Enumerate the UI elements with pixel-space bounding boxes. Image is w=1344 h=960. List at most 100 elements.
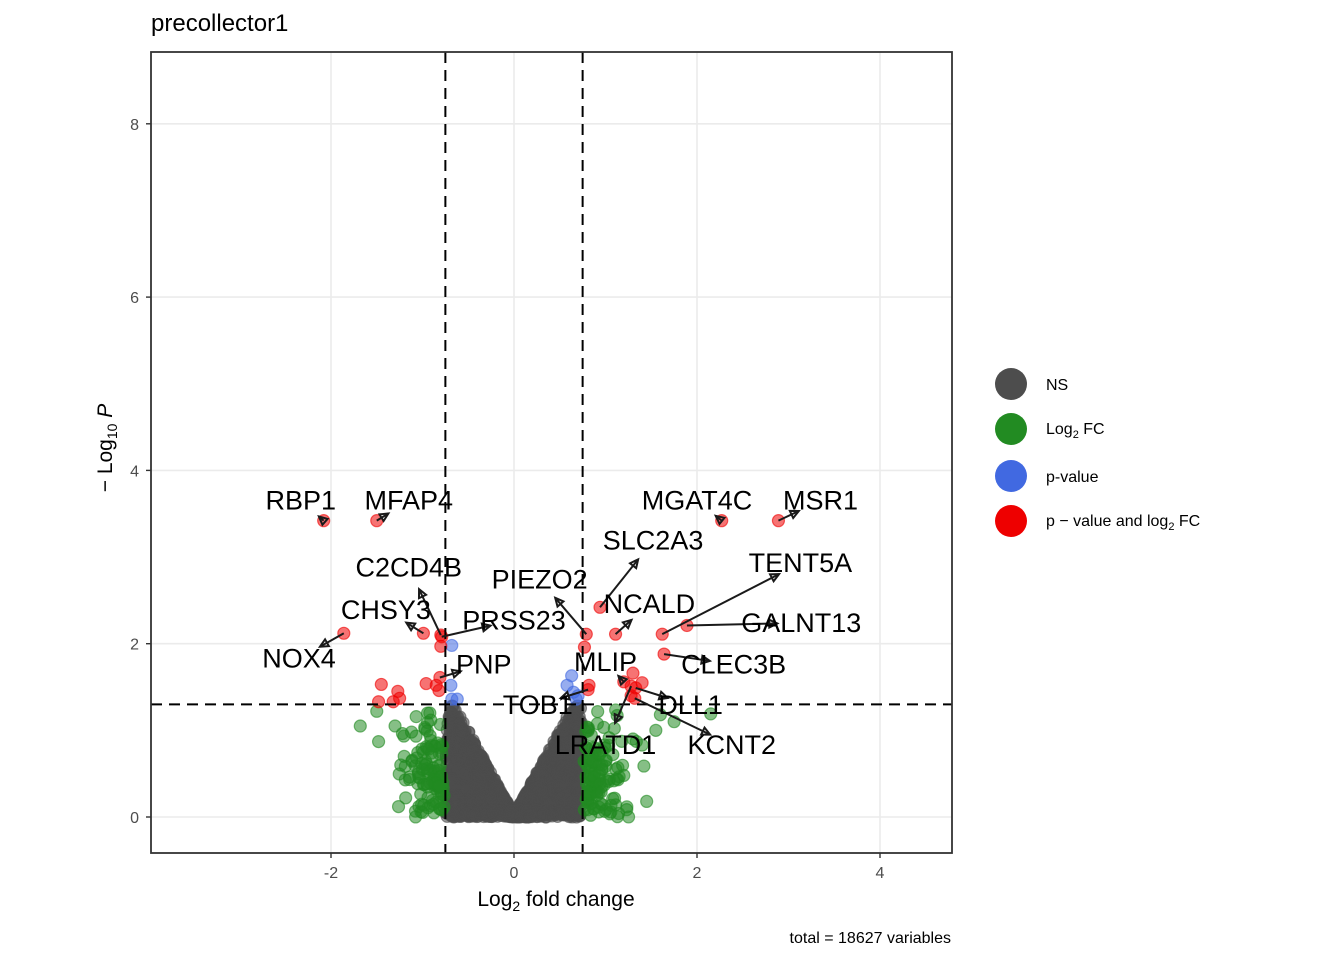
- label-connectors: [317, 509, 801, 736]
- x-axis-title-main: Log: [477, 888, 512, 911]
- y-axis-title-sub: 10: [104, 423, 120, 439]
- label-connector: [614, 619, 633, 635]
- x-axis-title-sub: 2: [512, 898, 520, 914]
- gene-label-tob1: TOB1: [503, 690, 573, 720]
- cutoff-lines: [151, 52, 952, 853]
- legend-label-ns: NS: [1046, 377, 1068, 394]
- arrowhead: [480, 622, 493, 634]
- point-log2fc: [353, 719, 367, 733]
- arrowhead: [768, 618, 780, 630]
- point-ns: [555, 808, 569, 822]
- point-log2fc: [399, 791, 413, 805]
- legend-label-log2fc-main: Log: [1046, 421, 1073, 438]
- point-ns: [497, 791, 511, 805]
- point-ns: [520, 804, 535, 818]
- point-log2fc: [391, 800, 406, 814]
- point-significant: [577, 640, 592, 654]
- plot-background: [151, 52, 952, 853]
- arrowhead: [699, 725, 713, 736]
- y-tick-label: 2: [130, 637, 139, 654]
- arrowhead: [657, 690, 670, 701]
- point-log2fc: [435, 739, 450, 753]
- point-ns: [444, 707, 458, 721]
- gene-label-slc2a3: SLC2A3: [603, 526, 704, 556]
- point-log2fc: [591, 704, 605, 719]
- point-log2fc: [626, 732, 640, 746]
- arrowhead: [768, 573, 782, 584]
- y-axis-title-italic: P: [94, 404, 117, 418]
- gene-label-ncald: NCALD: [604, 589, 696, 619]
- grid-lines: [151, 52, 952, 853]
- point-log2fc: [606, 748, 620, 762]
- x-axis-title: Log2 fold change: [477, 888, 634, 914]
- y-axis-title: − Log10 P: [94, 404, 120, 493]
- gene-label-galnt13: GALNT13: [741, 608, 861, 638]
- legend-key-pvalue: [995, 460, 1027, 492]
- gene-label-kcnt2: KCNT2: [688, 730, 777, 760]
- arrowhead: [317, 637, 331, 648]
- point-log2fc: [420, 724, 434, 738]
- point-ns: [455, 723, 469, 738]
- gene-label-c2cd4b: C2CD4B: [356, 552, 463, 582]
- point-log2fc: [423, 706, 437, 720]
- arrowhead: [553, 596, 566, 609]
- gene-label-nox4: NOX4: [262, 643, 336, 673]
- point-ns: [555, 747, 569, 761]
- y-tick-label: 4: [130, 463, 139, 480]
- plot-border: [150, 51, 953, 854]
- legend-label-both: p − value and log2 FC: [1046, 513, 1200, 533]
- point-ns: [449, 789, 463, 803]
- arrowhead: [317, 514, 330, 527]
- chart-title: precollector1: [151, 10, 288, 37]
- point-log2fc: [635, 738, 649, 752]
- x-tick-label: 2: [693, 865, 702, 882]
- arrowhead: [558, 690, 572, 701]
- point-log2fc: [388, 719, 402, 733]
- point-ns: [484, 790, 499, 804]
- x-tick-label: -2: [324, 865, 338, 882]
- label-connector: [405, 621, 424, 635]
- gene-label-rbp1: RBP1: [266, 486, 337, 516]
- point-log2fc: [649, 723, 663, 737]
- x-axis-ticks: -2 0 2 4: [324, 853, 885, 882]
- arrowhead: [628, 557, 640, 570]
- point-log2fc: [404, 725, 419, 739]
- point-significant: [371, 695, 386, 709]
- arrowhead: [788, 509, 801, 520]
- legend-key-ns: [995, 368, 1027, 400]
- label-connector: [599, 558, 639, 608]
- point-significant: [374, 677, 388, 692]
- legend-label-both-rest: FC: [1174, 513, 1200, 530]
- label-connector: [661, 573, 780, 636]
- point-ns: [553, 779, 567, 793]
- arrowhead: [621, 618, 634, 631]
- gene-label-msr1: MSR1: [783, 486, 858, 516]
- gene-label-tent5a: TENT5A: [749, 548, 853, 578]
- arrowhead: [713, 514, 727, 526]
- point-log2fc: [417, 798, 431, 812]
- point-ns: [532, 765, 546, 779]
- point-log2fc: [582, 743, 596, 757]
- point-log2fc: [577, 803, 592, 817]
- point-log2fc: [617, 768, 631, 783]
- label-connector: [560, 688, 589, 700]
- y-tick-label: 6: [130, 290, 139, 307]
- point-ns: [484, 804, 498, 818]
- point-significant: [432, 683, 446, 698]
- gene-label-mgat4c: MGAT4C: [642, 486, 753, 516]
- gene-labels: RBP1 MFAP4 MGAT4C MSR1 SLC2A3 TENT5A PIEZO2 NCA…: [262, 486, 861, 760]
- point-ns: [549, 764, 564, 778]
- point-log2fc: [409, 710, 423, 724]
- point-significant: [393, 691, 407, 705]
- point-log2fc: [425, 749, 439, 764]
- arrowhead: [616, 674, 629, 687]
- legend-label-log2fc-sub: 2: [1073, 429, 1079, 441]
- point-log2fc: [371, 735, 386, 749]
- arrowhead: [404, 621, 417, 633]
- point-ns: [467, 809, 481, 823]
- point-ns: [450, 753, 464, 767]
- y-tick-label: 0: [130, 810, 139, 827]
- point-log2fc: [704, 707, 718, 721]
- point-significant: [626, 666, 640, 680]
- point-ns: [524, 786, 538, 800]
